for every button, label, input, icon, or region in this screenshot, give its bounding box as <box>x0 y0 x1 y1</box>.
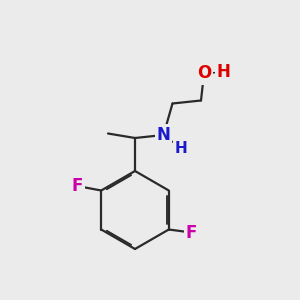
Text: O: O <box>197 64 211 82</box>
Text: F: F <box>186 224 197 242</box>
Text: N: N <box>157 126 170 144</box>
Text: F: F <box>71 177 83 195</box>
Text: H: H <box>175 141 188 156</box>
Text: H: H <box>217 63 230 81</box>
